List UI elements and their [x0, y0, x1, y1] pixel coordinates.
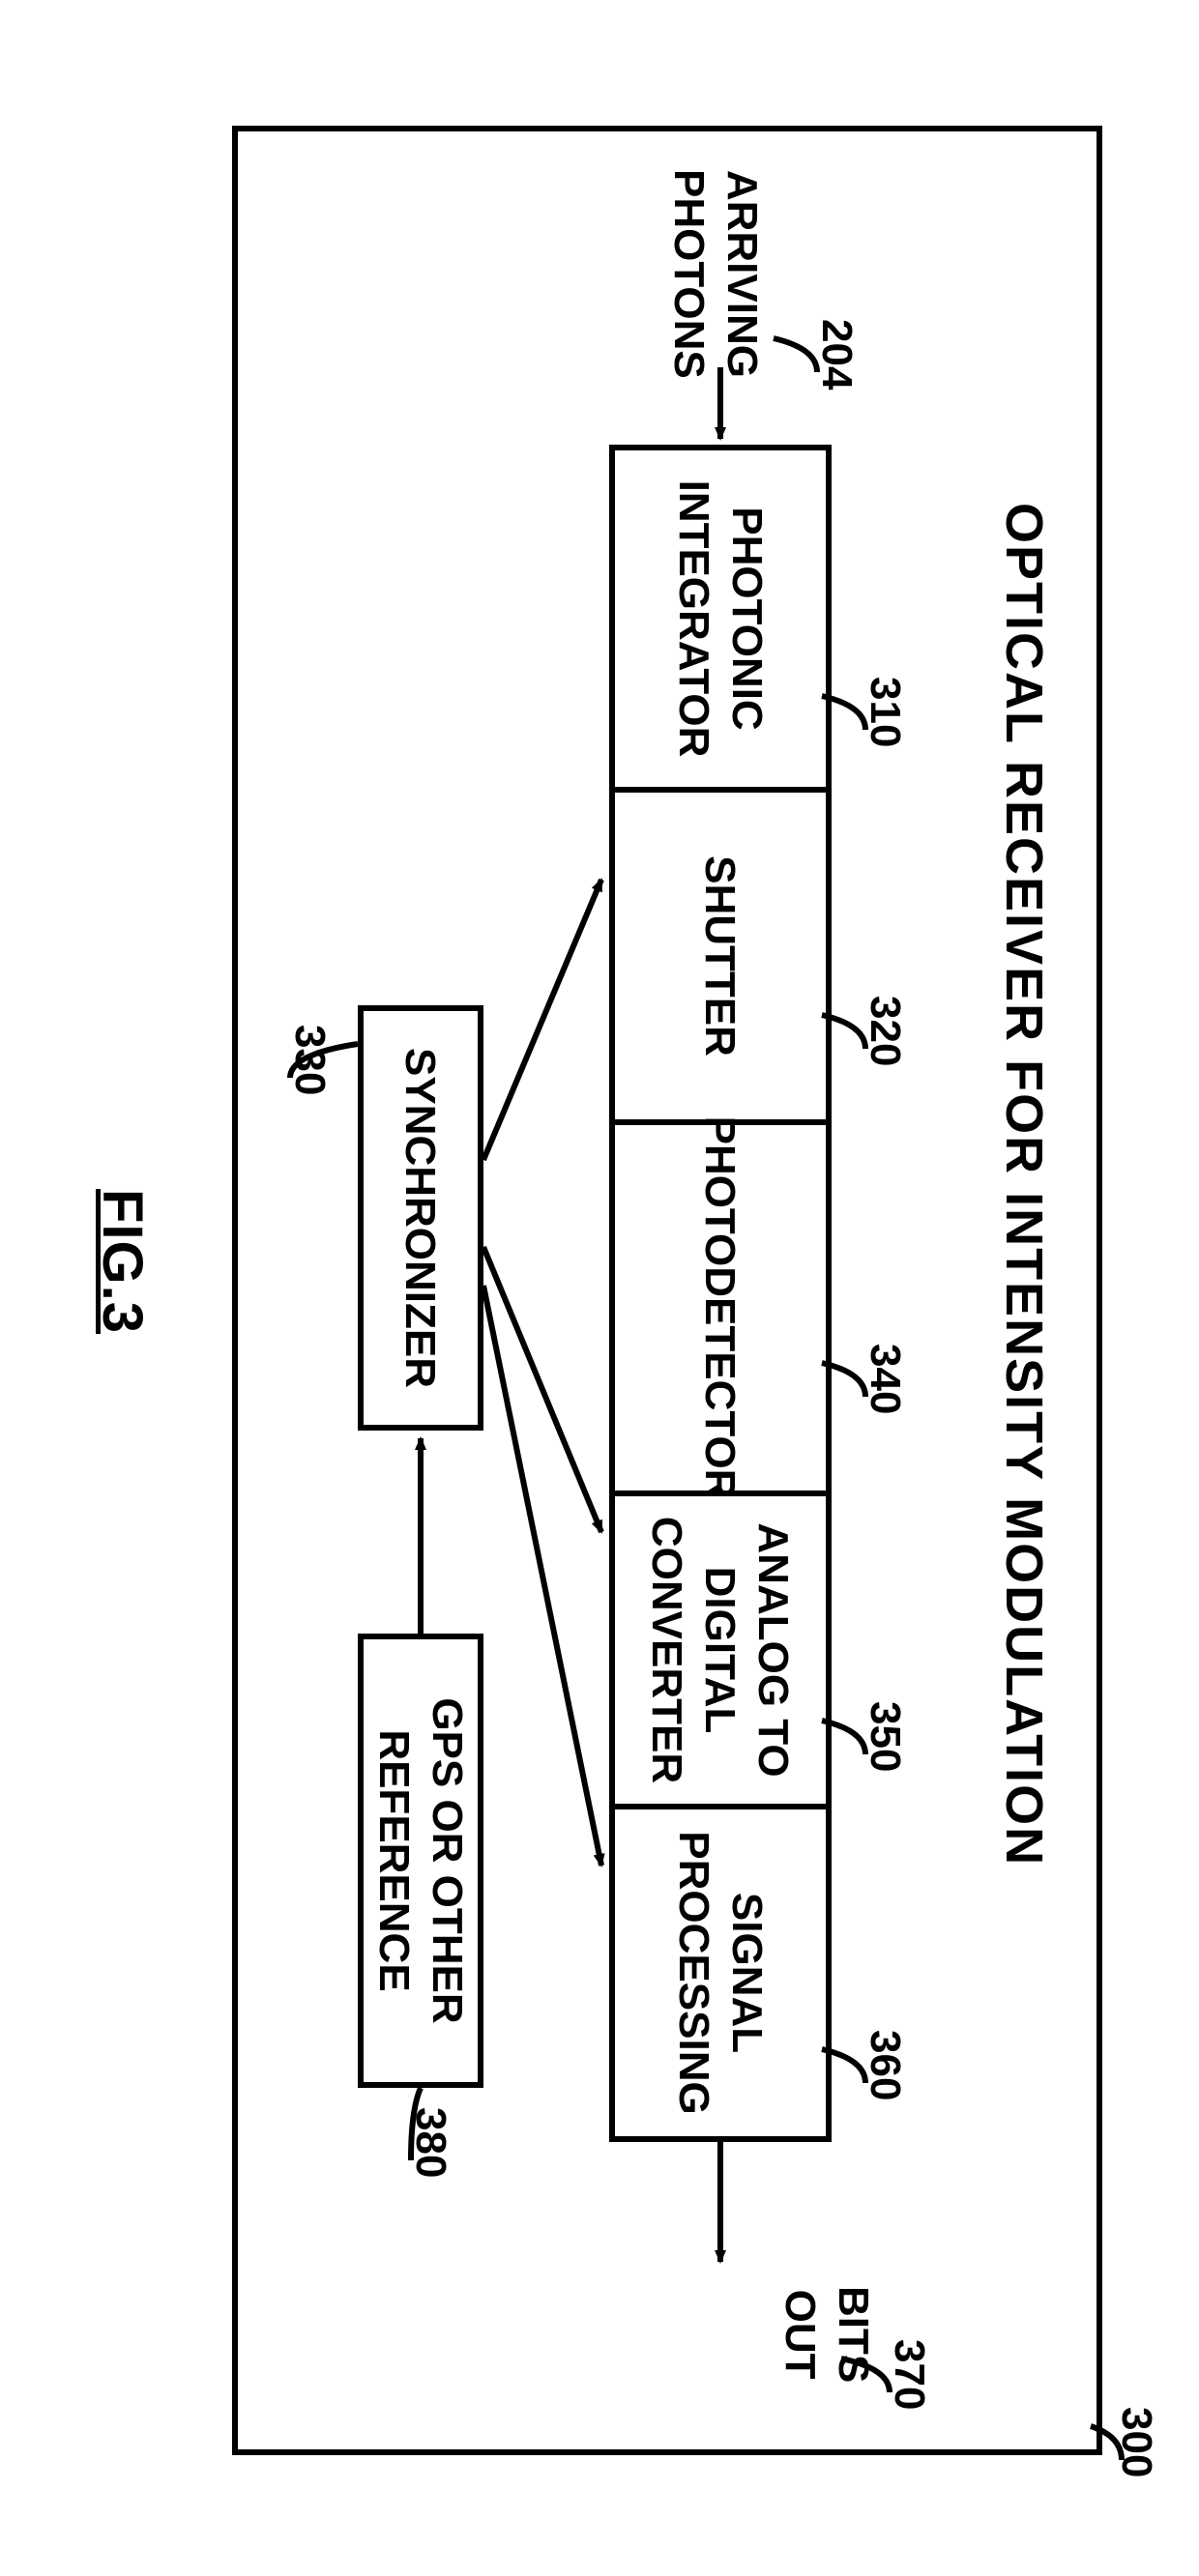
diagram-stage: 300 OPTICAL RECEIVER FOR INTENSITY MODUL… [0, 0, 1199, 2576]
ref-340: 340 [861, 1344, 909, 1414]
block-adc: ANALOG TODIGITALCONVERTER [609, 1491, 832, 1809]
ref-330: 330 [285, 1025, 334, 1095]
ref-300: 300 [1112, 2407, 1160, 2477]
ref-380: 380 [406, 2107, 454, 2178]
rotation-wrapper: 300 OPTICAL RECEIVER FOR INTENSITY MODUL… [0, 0, 1199, 2576]
figure-caption: FIG.3 [90, 1189, 155, 1334]
ref-204: 204 [812, 319, 861, 390]
output-label-bits-out: BITSOUT [774, 2286, 880, 2383]
block-gps-reference: GPS OR OTHERREFERENCE [358, 1634, 483, 2088]
ref-360: 360 [861, 2030, 909, 2100]
ref-320: 320 [861, 996, 909, 1066]
block-shutter: SHUTTER [609, 787, 832, 1125]
ref-370: 370 [885, 2339, 933, 2410]
diagram-title: OPTICAL RECEIVER FOR INTENSITY MODULATIO… [994, 503, 1054, 1867]
block-photonic-integrator: PHOTONICINTEGRATOR [609, 445, 832, 793]
ref-310: 310 [861, 677, 909, 747]
ref-350: 350 [861, 1701, 909, 1772]
block-signal-processing: SIGNALPROCESSING [609, 1804, 832, 2142]
block-synchronizer: SYNCHRONIZER [358, 1005, 483, 1431]
block-photodetector: PHOTODETECTOR [609, 1119, 832, 1496]
input-label-arriving-photons: ARRIVINGPHOTONS [662, 169, 769, 379]
